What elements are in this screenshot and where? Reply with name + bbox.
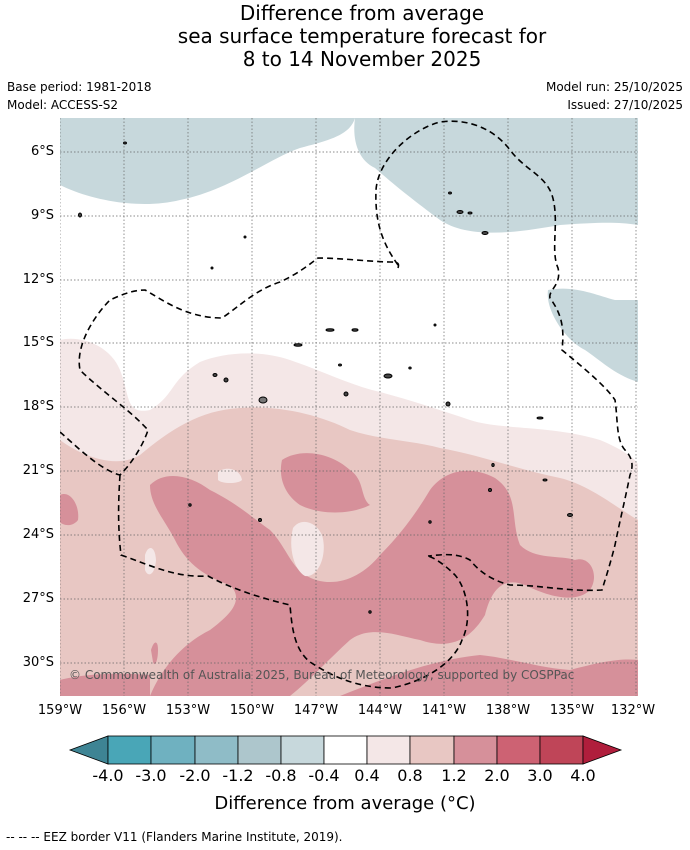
colorbar-bin-5: [280, 735, 325, 765]
lat-label: 6°S: [30, 144, 54, 159]
pocket-warm-0-4-c: [145, 548, 156, 575]
islands: [78, 141, 573, 614]
model-name: Model: ACCESS-S2: [7, 98, 119, 112]
eez-border-cook-south: [117, 474, 469, 689]
lon-label: 147°W: [293, 703, 339, 718]
colorbar-bin-3: [194, 735, 239, 765]
colorbar-label: 3.0: [527, 766, 553, 785]
colorbar-label: -0.4: [308, 766, 340, 785]
lat-label: 18°S: [22, 399, 54, 414]
colorbar-label: 2.0: [484, 766, 510, 785]
colorbar-bin-11: [539, 735, 584, 765]
colorbar-label: 1.2: [441, 766, 467, 785]
title-line-1: Difference from average: [239, 1, 485, 25]
warm-region-1-2-center: [280, 453, 370, 513]
lat-label: 27°S: [22, 591, 54, 606]
warm-region-1-2-main: [150, 470, 595, 696]
colorbar-title: Difference from average (°C): [214, 793, 476, 814]
colorbar-label: 0.4: [354, 766, 380, 785]
colorbar-bin-8: [409, 735, 455, 765]
colorbar-bin-6: [323, 735, 368, 765]
warm-region-1-2-lower: [60, 655, 638, 696]
colorbar-bin-7: [366, 735, 411, 765]
pocket-warm-0-4-b: [218, 468, 242, 483]
eez-border-cook-islands: [60, 257, 400, 476]
lat-label: 9°S: [30, 208, 54, 223]
colorbar-label: 4.0: [570, 766, 596, 785]
lon-label: 150°W: [229, 703, 275, 718]
map-title: Difference from average sea surface temp…: [0, 2, 690, 71]
lon-label: 144°W: [357, 703, 403, 718]
eez-borders: [60, 120, 633, 689]
title-line-3: 8 to 14 November 2025: [242, 47, 482, 71]
colorbar-arrow-high: [582, 735, 623, 765]
warm-region-1-2-spike: [151, 642, 158, 665]
colorbar-bin-1: [107, 735, 152, 765]
lat-label: 15°S: [22, 335, 54, 350]
colorbar-label: -2.0: [179, 766, 211, 785]
eez-border-french-polynesia: [375, 120, 633, 592]
pocket-warm-0-4-a: [291, 521, 324, 577]
lon-label: 153°W: [165, 703, 211, 718]
lat-label: 12°S: [22, 272, 54, 287]
warm-region-1-2-west: [60, 494, 79, 526]
copyright-notice: © Commonwealth of Australia 2025, Bureau…: [69, 668, 575, 682]
colorbar-label: 0.8: [397, 766, 423, 785]
lon-label: 138°W: [485, 703, 531, 718]
cool-region-east: [547, 288, 638, 382]
colorbar-label: -3.0: [135, 766, 167, 785]
anomaly-field: [60, 118, 638, 696]
meta-right: Model run: 25/10/2025 Issued: 27/10/2025: [546, 78, 683, 114]
colorbar-bin-4: [237, 735, 282, 765]
colorbar-bin-9: [453, 735, 498, 765]
colorbar-label: -1.2: [222, 766, 254, 785]
lon-label: 132°W: [610, 703, 656, 718]
colorbar-arrow-low: [68, 735, 109, 765]
lon-label: 156°W: [101, 703, 147, 718]
issued-date: Issued: 27/10/2025: [567, 98, 683, 112]
meta-left: Base period: 1981-2018 Model: ACCESS-S2: [7, 78, 152, 114]
eez-legend: -- -- -- EEZ border V11 (Flanders Marine…: [6, 830, 343, 844]
colorbar-bin-10: [496, 735, 541, 765]
lon-label: 159°W: [37, 703, 83, 718]
title-line-2: sea surface temperature forecast for: [177, 24, 547, 48]
lat-label: 21°S: [22, 463, 54, 478]
lon-label: 141°W: [421, 703, 467, 718]
base-period: Base period: 1981-2018: [7, 80, 152, 94]
colorbar-label: -4.0: [92, 766, 124, 785]
colorbar: [68, 735, 623, 765]
lon-label: 135°W: [549, 703, 595, 718]
model-run: Model run: 25/10/2025: [545, 80, 683, 94]
colorbar-label: -0.8: [265, 766, 297, 785]
colorbar-bin-2: [150, 735, 196, 765]
lat-label: 24°S: [22, 527, 54, 542]
cool-region-north: [60, 118, 638, 233]
lat-label: 30°S: [22, 655, 54, 670]
